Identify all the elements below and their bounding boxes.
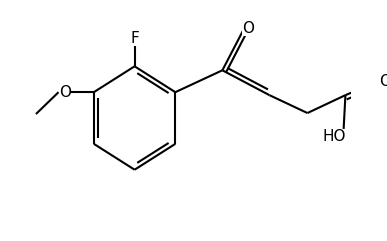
Text: O: O — [242, 21, 254, 36]
Text: HO: HO — [323, 129, 346, 144]
Text: F: F — [130, 31, 139, 46]
Text: O: O — [379, 74, 387, 89]
Text: O: O — [59, 85, 71, 100]
